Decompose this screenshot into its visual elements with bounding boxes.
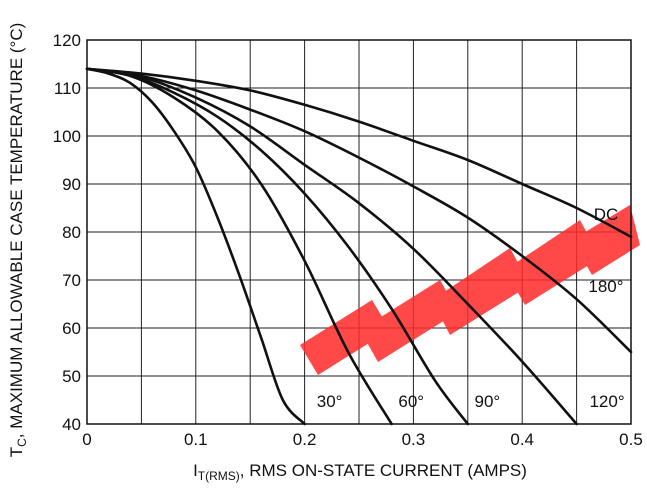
series-label: DC (594, 205, 619, 224)
y-tick-label: 40 (62, 415, 81, 434)
series-label: 60° (398, 392, 424, 411)
x-axis-title: IT(RMS), RMS ON-STATE CURRENT (AMPS) (193, 461, 527, 483)
x-tick-label: 0.1 (184, 430, 208, 449)
x-tick-label: 0.2 (293, 430, 317, 449)
series-line-90 (85, 67, 470, 426)
x-tick-labels: 0 0.1 0.2 0.3 0.4 0.5 (82, 430, 643, 449)
series-label: 90° (475, 392, 501, 411)
series-label: 30° (317, 392, 343, 411)
series-line-180 (85, 67, 633, 354)
y-tick-label: 60 (62, 319, 81, 338)
x-tick-label: 0.3 (402, 430, 426, 449)
y-tick-label: 100 (53, 127, 81, 146)
series-label: 180° (588, 277, 623, 296)
y-tick-label: 80 (62, 223, 81, 242)
grid (87, 40, 631, 424)
x-tick-label: 0.4 (510, 430, 534, 449)
curve-labels: 30° 60° 90° 120° 180° DC (317, 205, 625, 411)
y-tick-label: 50 (62, 367, 81, 386)
series-line-120 (85, 67, 578, 426)
watermark-logo (300, 205, 640, 375)
series-line-30 (85, 67, 306, 426)
y-tick-labels: 40 50 60 70 80 90 100 110 120 (53, 31, 81, 434)
y-axis-title: TC, MAXIMUM ALLOWABLE CASE TEMPERATURE (… (7, 23, 29, 458)
x-tick-label: 0.5 (619, 430, 643, 449)
plot-frame (86, 39, 632, 425)
x-tick-label: 0 (82, 430, 91, 449)
y-tick-label: 70 (62, 271, 81, 290)
y-tick-label: 90 (62, 175, 81, 194)
y-tick-label: 110 (54, 79, 81, 98)
series-label: 120° (589, 392, 624, 411)
series-line-60 (85, 67, 393, 426)
series-line-dc (85, 67, 633, 239)
curves (85, 67, 633, 426)
y-tick-label: 120 (53, 31, 81, 50)
